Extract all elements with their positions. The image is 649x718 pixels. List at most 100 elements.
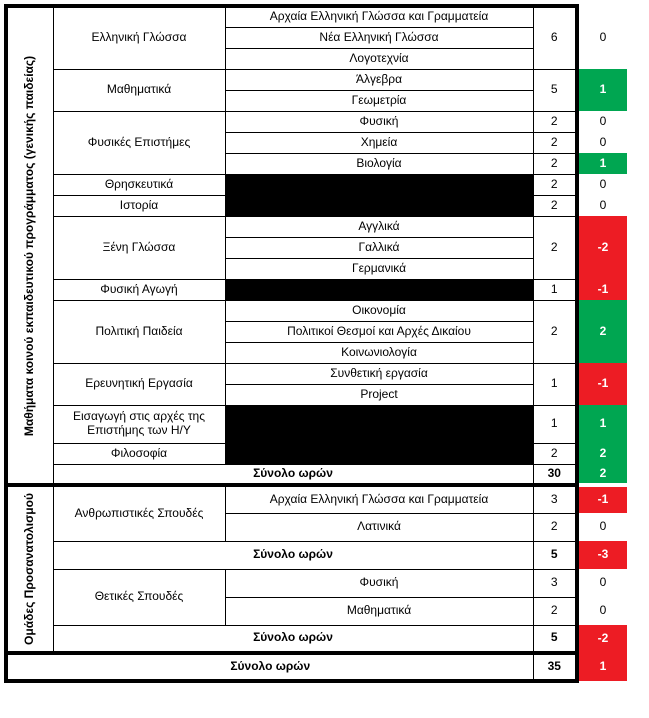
grand-total-row: Σύνολο ωρών 35 1 (4, 651, 627, 683)
total-hours-cell: 5 (532, 540, 579, 570)
table-row: Φυσικές Επιστήμες Φυσική 2 0 (6, 110, 627, 175)
subject-cell: Project (224, 383, 534, 406)
redacted-subject-cell (224, 194, 534, 217)
subject-cell: Αγγλικά (224, 215, 534, 238)
table-row: Εισαγωγή στις αρχές της Επιστήμης των Η/… (6, 404, 627, 444)
hours-cell: 1 (532, 404, 579, 444)
total-change-cell: -2 (577, 625, 627, 653)
change-cell: 1 (577, 153, 627, 174)
category-cell: Ερευνητική Εργασία (52, 362, 226, 406)
subject-cell: Γαλλικά (224, 236, 534, 259)
subject-cell: Φυσική (224, 110, 534, 133)
hours-cell: 6 (532, 4, 579, 70)
table-row: Ερευνητική Εργασία Συνθετική εργασία 1 -… (6, 362, 627, 406)
change-cell: 0 (577, 597, 627, 625)
section-orientation: Ομάδες Προσανατολισμού Ανθρωπιστικές Σπο… (4, 483, 627, 654)
grand-total-label: Σύνολο ωρών (4, 651, 534, 683)
change-cell: -2 (577, 216, 627, 279)
grand-total-section: Σύνολο ωρών 35 1 (4, 651, 627, 683)
table-row: Φυσική Αγωγή 1 -1 (6, 278, 627, 301)
total-row: Σύνολο ωρών 5 -3 (6, 540, 627, 570)
total-row-label: Σύνολο ωρών (52, 463, 534, 486)
category-cell: Ανθρωπιστικές Σπουδές (52, 483, 226, 542)
table-row: Χημεία 2 0 (6, 131, 627, 154)
change-cell: 0 (577, 569, 627, 597)
table-row: Θρησκευτικά 2 0 (6, 173, 627, 196)
subject-cell: Βιολογία (224, 152, 534, 175)
category-cell: Φιλοσοφία (52, 442, 226, 465)
table-row: Ξένη Γλώσσα Αγγλικά 2 -2 (6, 215, 627, 280)
subject-cell: Λατινικά (224, 512, 534, 542)
subject-cell: Γερμανικά (224, 257, 534, 280)
subject-cell: Γεωμετρία (224, 89, 534, 112)
table-row: Φιλοσοφία 2 2 (6, 442, 627, 465)
category-cell: Ελληνική Γλώσσα (52, 4, 226, 70)
subject-cell: Φυσική (224, 568, 534, 598)
change-cell: 0 (577, 111, 627, 132)
table-row: Πολιτικοί Θεσμοί και Αρχές Δικαίου (6, 320, 627, 343)
category-cell: Εισαγωγή στις αρχές της Επιστήμης των Η/… (52, 404, 226, 444)
category-cell: Ιστορία (52, 194, 226, 217)
hours-cell: 2 (532, 110, 579, 133)
section-common: Μαθήματα κοινού εκπαιδευτικού προγράμματ… (4, 4, 627, 486)
subject-cell: Άλγεβρα (224, 68, 534, 91)
grand-total-hours-cell: 35 (532, 651, 579, 683)
table-row: Ιστορία 2 0 (6, 194, 627, 217)
section-label-text: Ομάδες Προσανατολισμού (22, 493, 37, 645)
grand-total-change-cell: 1 (577, 653, 627, 681)
hours-cell: 2 (532, 442, 579, 465)
redacted-subject-cell (224, 278, 534, 301)
category-cell: Πολιτική Παιδεία (52, 299, 226, 364)
category-cell: Ξένη Γλώσσα (52, 215, 226, 280)
redacted-subject-cell (224, 173, 534, 196)
change-cell: 0 (577, 174, 627, 195)
hours-cell: 5 (532, 68, 579, 112)
section-label-text: Μαθήματα κοινού εκπαιδευτικού προγράμματ… (22, 55, 37, 436)
change-cell: 2 (577, 300, 627, 363)
subject-cell: Λογοτεχνία (224, 47, 534, 70)
hours-cell: 1 (532, 278, 579, 301)
hours-cell: 2 (532, 215, 579, 280)
redacted-subject-cell (224, 442, 534, 465)
total-change-cell: -3 (577, 541, 627, 569)
subject-cell: Χημεία (224, 131, 534, 154)
table-row: Κοινωνιολογία (6, 341, 627, 364)
change-cell: 0 (577, 132, 627, 153)
subject-cell: Πολιτικοί Θεσμοί και Αρχές Δικαίου (224, 320, 534, 343)
hours-cell: 2 (532, 299, 579, 364)
table-row: Μαθηματικά Άλγεβρα 5 1 (6, 68, 627, 112)
category-cell: Φυσική Αγωγή (52, 278, 226, 301)
change-cell: 0 (577, 6, 627, 69)
hours-cell: 1 (532, 362, 579, 406)
category-cell: Θρησκευτικά (52, 173, 226, 196)
subject-cell: Συνθετική εργασία (224, 362, 534, 385)
redacted-subject-cell (224, 404, 534, 444)
change-cell: -1 (577, 483, 627, 513)
table-row: Μαθήματα κοινού εκπαιδευτικού προγράμματ… (4, 4, 627, 486)
table-row: Πολιτική Παιδεία Οικονομία 2 2 (6, 299, 627, 364)
hours-cell: 2 (532, 596, 579, 626)
change-cell: 0 (577, 195, 627, 216)
total-row-label: Σύνολο ωρών (52, 624, 534, 654)
subject-cell: Αρχαία Ελληνική Γλώσσα και Γραμματεία (224, 4, 534, 28)
subject-cell: Μαθηματικά (224, 596, 534, 626)
hours-cell: 3 (532, 568, 579, 598)
section-label-orientation: Ομάδες Προσανατολισμού (4, 483, 54, 654)
change-cell: 0 (577, 513, 627, 541)
change-cell: 1 (577, 69, 627, 111)
hours-cell: 2 (532, 131, 579, 154)
subject-cell: Κοινωνιολογία (224, 341, 534, 364)
category-cell: Φυσικές Επιστήμες (52, 110, 226, 175)
change-cell: -1 (577, 363, 627, 405)
category-cell: Θετικές Σπουδές (52, 568, 226, 626)
hours-cell: 2 (532, 173, 579, 196)
curriculum-table: Μαθήματα κοινού εκπαιδευτικού προγράμματ… (4, 4, 627, 683)
change-cell: 2 (577, 443, 627, 464)
table-row: Θετικές Σπουδές Φυσική 3 0 (6, 568, 627, 626)
hours-cell: 2 (532, 194, 579, 217)
table-row: Ομάδες Προσανατολισμού Ανθρωπιστικές Σπο… (4, 483, 627, 654)
subject-cell: Οικονομία (224, 299, 534, 322)
change-cell: -1 (577, 279, 627, 300)
total-hours-cell: 30 (532, 463, 579, 486)
hours-cell: 2 (532, 152, 579, 175)
